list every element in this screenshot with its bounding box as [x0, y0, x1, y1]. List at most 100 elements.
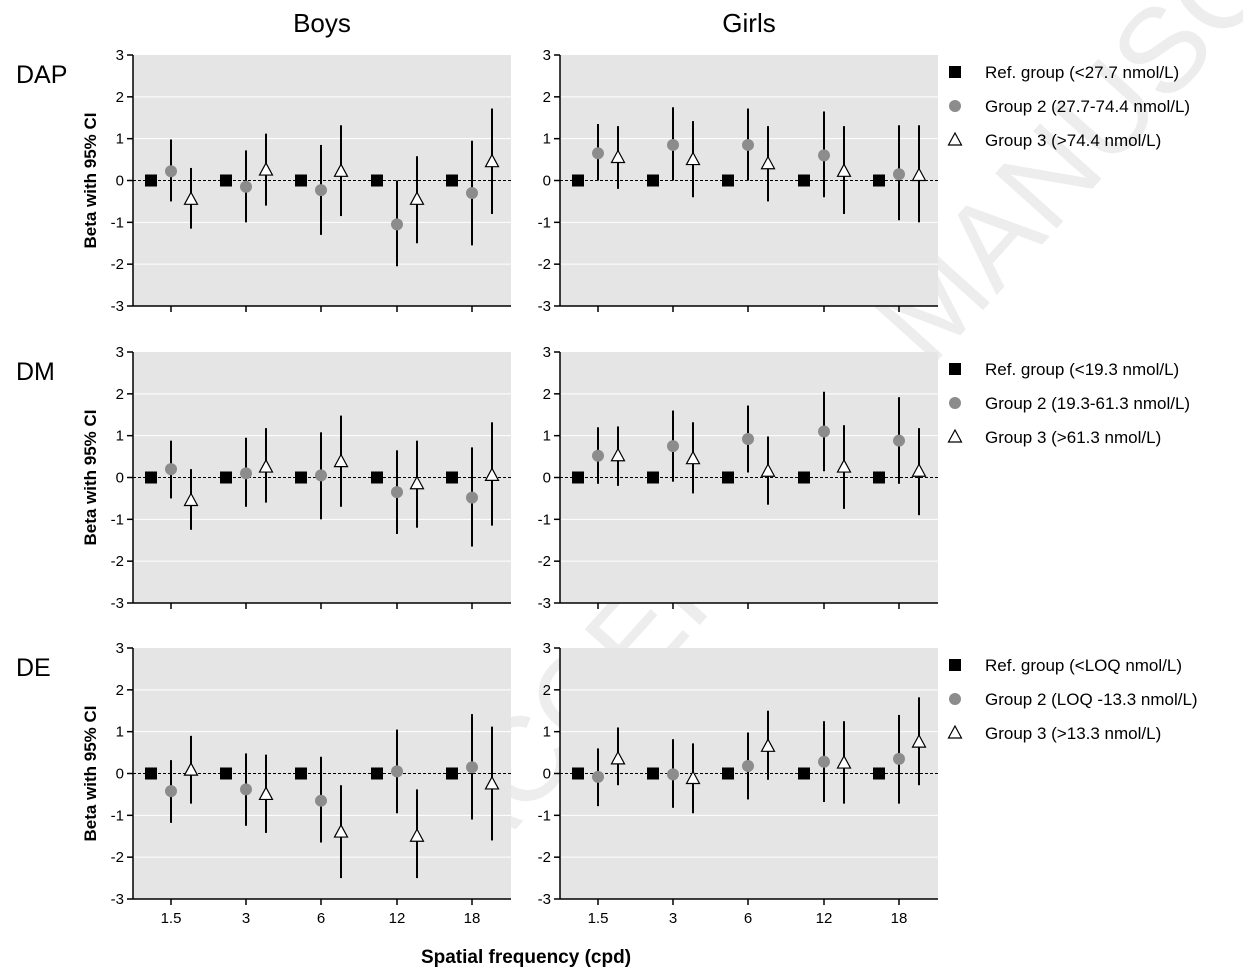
ref-group-marker: [873, 174, 885, 187]
row-label: DAP: [16, 61, 67, 89]
group2-marker: [240, 467, 252, 480]
y-tick-label: -3: [111, 891, 124, 908]
ref-group-marker: [371, 174, 383, 187]
ref-group-marker: [446, 174, 458, 187]
y-tick-label: 2: [543, 89, 551, 106]
ref-group-marker: [572, 767, 584, 780]
group3-marker: [409, 191, 425, 205]
y-tick-label: 1: [116, 724, 124, 741]
group3-marker: [484, 775, 500, 790]
legend-entry: Group 2 (19.3-61.3 nmol/L): [985, 394, 1190, 413]
ref-group-marker: [145, 767, 157, 780]
ref-group-marker: [798, 471, 810, 484]
group3-marker: [911, 167, 927, 182]
column-title-girls: Girls: [722, 8, 775, 38]
legend-entry: Ref. group (<LOQ nmol/L): [985, 656, 1182, 675]
y-tick-label: -1: [538, 214, 551, 231]
legend-entry: Ref. group (<19.3 nmol/L): [985, 360, 1179, 379]
group3-marker: [409, 827, 425, 842]
x-tick-label: 3: [669, 910, 677, 927]
y-tick-label: -1: [538, 807, 551, 824]
legend-entry: Group 3 (>13.3 nmol/L): [985, 724, 1161, 743]
legend-ref-marker: [949, 66, 961, 78]
column-titles: Boys Girls: [293, 8, 776, 38]
group3-marker: [183, 492, 199, 507]
y-tick-label: 0: [543, 470, 551, 487]
panel-dm-girls: -3 -2 -1 0 1 2 3: [538, 344, 938, 612]
y-tick-label: 2: [543, 386, 551, 403]
ref-group-marker: [572, 174, 584, 187]
legend-entry: Group 2 (LOQ -13.3 nmol/L): [985, 690, 1198, 709]
group2-marker: [893, 434, 905, 447]
ref-group-marker: [446, 767, 458, 780]
y-tick-label: 0: [116, 173, 124, 190]
group2-marker: [466, 761, 478, 774]
group3-marker: [484, 467, 500, 482]
group2-marker: [742, 138, 754, 151]
ref-group-marker: [873, 471, 885, 484]
y-tick-label: 2: [116, 386, 124, 403]
group3-marker: [333, 163, 349, 177]
group2-marker: [165, 463, 177, 476]
legend-group2-marker: [949, 100, 961, 112]
group2-marker: [818, 425, 830, 438]
x-tick-label: 1.5: [161, 910, 182, 927]
row-dap: DAP Beta with 95% CI -3 -2 -1 0 1 2 3 -3 -2 -1 0 1 2 3 R…: [16, 47, 1190, 315]
y-tick-label: 0: [116, 766, 124, 783]
y-tick-label: 0: [543, 766, 551, 783]
y-tick-label: -3: [111, 298, 124, 315]
row-label: DM: [16, 358, 55, 386]
y-tick-label: 2: [116, 89, 124, 106]
y-tick-label: -2: [538, 553, 551, 570]
legend-group2-marker: [949, 693, 961, 705]
legend-entry: Ref. group (<27.7 nmol/L): [985, 63, 1179, 82]
ref-group-marker: [722, 471, 734, 484]
y-tick-label: -2: [111, 256, 124, 273]
ref-group-marker: [295, 174, 307, 187]
group2-marker: [391, 765, 403, 778]
x-tick-label: 3: [242, 910, 250, 927]
group2-marker: [391, 486, 403, 499]
y-tick-label: 0: [543, 173, 551, 190]
x-tick-label: 12: [389, 910, 406, 927]
x-tick-label: 18: [891, 910, 908, 927]
ref-group-marker: [220, 174, 232, 187]
group2-marker: [240, 180, 252, 193]
legend-dm: Ref. group (<19.3 nmol/L) Group 2 (19.3-6…: [947, 360, 1190, 447]
panel-dm-boys: -3 -2 -1 0 1 2 3: [111, 344, 511, 612]
legend-group3-marker: [947, 131, 963, 146]
group3-marker: [836, 163, 852, 177]
x-tick-label: 6: [744, 910, 752, 927]
group2-marker: [592, 449, 604, 462]
y-tick-label: 3: [543, 640, 551, 657]
group2-marker: [742, 433, 754, 446]
group2-marker: [818, 149, 830, 162]
ref-group-marker: [647, 471, 659, 484]
group2-marker: [315, 184, 327, 197]
legend-group2-marker: [949, 397, 961, 409]
y-tick-label: -1: [538, 511, 551, 528]
ref-group-marker: [295, 767, 307, 780]
ref-group-marker: [371, 471, 383, 484]
row-dm: DM Beta with 95% CI -3 -2 -1 0 1 2 3 -3 -2 -1 0 1 2 3 Re…: [16, 344, 1190, 612]
y-tick-label: -3: [538, 298, 551, 315]
group2-marker: [818, 755, 830, 768]
legend-entry: Group 3 (>74.4 nmol/L): [985, 131, 1161, 150]
ref-group-marker: [220, 471, 232, 484]
ref-group-marker: [722, 767, 734, 780]
legend-group3-marker: [947, 724, 963, 739]
group2-marker: [893, 752, 905, 765]
x-axis-title: Spatial frequency (cpd): [421, 947, 631, 968]
ref-group-marker: [647, 767, 659, 780]
legend-de: Ref. group (<LOQ nmol/L) Group 2 (LOQ -13…: [947, 656, 1198, 743]
group2-marker: [315, 469, 327, 482]
y-tick-label: -1: [111, 807, 124, 824]
y-tick-label: -1: [111, 214, 124, 231]
group3-marker: [484, 153, 500, 168]
legend-group3-marker: [947, 428, 963, 443]
ref-group-marker: [295, 471, 307, 484]
y-tick-label: 0: [116, 470, 124, 487]
